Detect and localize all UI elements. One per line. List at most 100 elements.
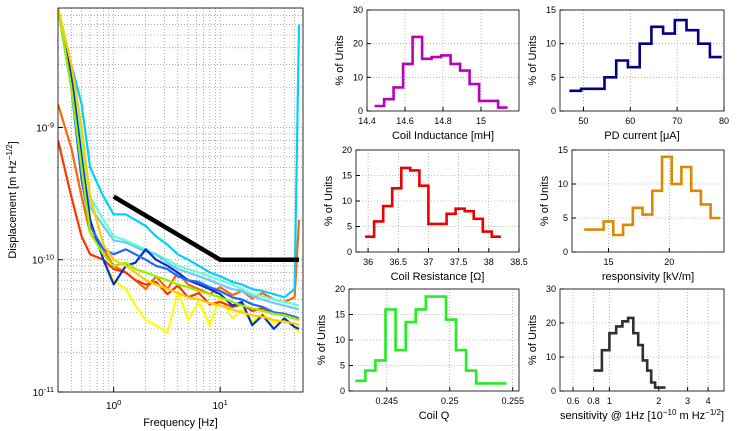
- pd_current-histogram-line: [569, 18, 722, 93]
- spectrum-series-7: [58, 8, 300, 320]
- spectrum-series-8: [58, 8, 300, 322]
- y-tick-label: 10: [353, 72, 363, 82]
- y-tick-label: 20: [342, 145, 352, 155]
- plot-frame: [559, 288, 725, 392]
- x-tick-label: 50: [578, 116, 588, 126]
- x-tick-label: 70: [672, 116, 682, 126]
- y-tick-label: 10: [335, 335, 345, 345]
- y-tick-label: 10: [342, 196, 352, 206]
- x-axis-label: PD current [μA]: [604, 130, 679, 142]
- x-tick-label: 0.245: [376, 396, 399, 406]
- y-tick-label: 0: [551, 386, 556, 396]
- x-tick-label: 1: [607, 396, 612, 406]
- y-tick-label: 10-11: [33, 385, 54, 399]
- x-axis-label: Coil Q: [419, 410, 450, 422]
- plot-area: [560, 10, 724, 111]
- inductance-histogram-line: [374, 35, 508, 109]
- x-axis-label: Frequency [Hz]: [143, 417, 218, 429]
- y-tick-label: 5: [347, 222, 352, 232]
- x-tick-label: 15: [476, 116, 486, 126]
- y-tick-label: 0: [358, 106, 363, 116]
- x-tick-label: 0.255: [501, 396, 524, 406]
- y-axis-label: % of Units: [316, 314, 328, 365]
- y-tick-label: 30: [546, 284, 556, 294]
- y-axis-label: % of Units: [527, 314, 539, 365]
- x-tick-label: 38.5: [510, 257, 528, 267]
- y-tick-label: 15: [342, 171, 352, 181]
- x-tick-label: 101: [212, 398, 227, 412]
- x-tick-label: 4: [706, 396, 711, 406]
- y-tick-label: 15: [335, 310, 345, 320]
- resistance-histogram-line: [365, 166, 501, 238]
- plot-frame: [57, 7, 304, 393]
- spectrum-chart: 100 101 10-9 10-10 10-11 Frequency [Hz] Displa…: [5, 7, 304, 429]
- x-axis-label: Coil Resistance [Ω]: [391, 271, 485, 283]
- x-tick-label: 2: [656, 396, 661, 406]
- x-tick-label: 0.8: [587, 396, 600, 406]
- y-axis-label: % of Units: [323, 175, 335, 226]
- x-tick-label: 14.8: [434, 116, 452, 126]
- y-tick-label: 10: [546, 352, 556, 362]
- x-tick-label: 15: [603, 257, 613, 267]
- y-tick-label: 5: [551, 72, 556, 82]
- x-tick-label: 3: [685, 396, 690, 406]
- coil_q-histogram-line: [355, 295, 507, 385]
- x-axis-label: sensitivity @ 1Hz [10−10 m Hz−1/2]: [560, 408, 724, 422]
- x-tick-label: 0.6: [567, 396, 580, 406]
- responsivity-histogram-line: [584, 155, 721, 237]
- x-axis-label: responsivity [kV/m]: [602, 271, 694, 283]
- y-tick-label: 20: [353, 39, 363, 49]
- plot-area: [572, 150, 724, 252]
- coil_q-chart: 0.245 0.25 0.255 0 5 10 15 20 Coil Q % of Units: [316, 284, 524, 422]
- pd_current-chart: 50 60 70 80 0 5 10 15 PD current [μA] % of Units: [527, 5, 729, 142]
- x-tick-label: 0.25: [441, 396, 459, 406]
- y-tick-label: 10-10: [32, 253, 54, 267]
- x-tick-label: 36.5: [389, 257, 407, 267]
- x-tick-label: 14.4: [358, 116, 376, 126]
- y-axis-label: % of Units: [334, 35, 346, 86]
- plot-frame: [571, 149, 725, 253]
- plot-area: [560, 289, 724, 391]
- x-tick-label: 36: [363, 257, 373, 267]
- y-tick-label: 20: [546, 318, 556, 328]
- plot-frame: [559, 9, 725, 112]
- grid: [57, 7, 304, 393]
- plot-area: [58, 8, 303, 392]
- inductance-chart: 14.4 14.6 14.8 15 0 10 20 30 Coil Inductance [mH…: [334, 5, 520, 142]
- x-tick-label: 100: [106, 398, 121, 412]
- x-tick-label: 38: [484, 257, 494, 267]
- y-tick-label: 15: [558, 145, 568, 155]
- y-axis-label: % of Units: [539, 175, 551, 226]
- y-tick-label: 10: [546, 39, 556, 49]
- x-tick-label: 20: [664, 257, 674, 267]
- spectrum-series-5: [58, 8, 300, 311]
- y-tick-label: 30: [353, 5, 363, 15]
- spectrum-series-4: [58, 8, 300, 307]
- responsivity-chart: 15 20 0 5 10 15 responsivity [kV/m] % of Units: [539, 145, 725, 283]
- x-tick-label: 80: [719, 116, 729, 126]
- x-tick-label: 37.5: [450, 257, 468, 267]
- spectrum-series-9: [58, 8, 300, 327]
- y-tick-label: 5: [340, 361, 345, 371]
- x-tick-label: 60: [625, 116, 635, 126]
- spectrum-series-3: [58, 8, 301, 299]
- y-tick-label: 0: [340, 386, 345, 396]
- x-axis-label: Coil Inductance [mH]: [392, 130, 494, 142]
- y-axis-label: Displacement [m Hz−1/2]: [5, 141, 19, 258]
- y-tick-label: 0: [347, 247, 352, 257]
- resistance-chart: 36 36.5 37 37.5 38 38.5 0 5 10 15 20 Coil Resistanc…: [323, 145, 528, 283]
- y-tick-label: 15: [546, 5, 556, 15]
- y-tick-label: 0: [563, 247, 568, 257]
- spectrum-series-2: [58, 140, 300, 322]
- y-tick-label: 10-9: [36, 120, 54, 134]
- x-tick-label: 14.6: [396, 116, 414, 126]
- sensitivity-chart: 0.6 0.8 1 2 3 4 0 10 20 30 sensitivity @ 1Hz [10−1…: [527, 284, 725, 422]
- series-group: [58, 8, 301, 334]
- requirement-line: [112, 194, 299, 262]
- y-axis-label: % of Units: [527, 35, 539, 86]
- y-tick-label: 5: [563, 213, 568, 223]
- x-tick-label: 37: [423, 257, 433, 267]
- sensitivity-histogram-line: [593, 316, 666, 389]
- y-tick-label: 20: [335, 284, 345, 294]
